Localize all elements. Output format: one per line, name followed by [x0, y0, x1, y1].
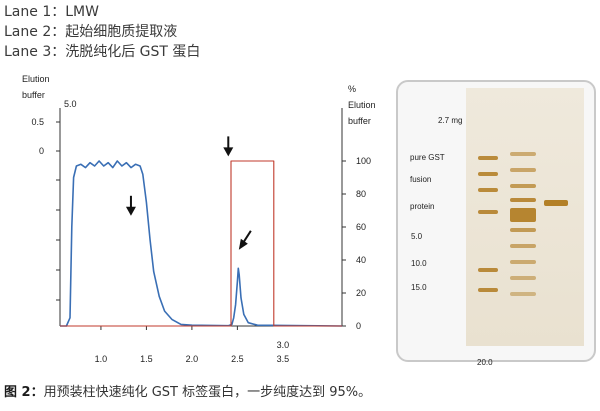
- x-axis: 1.0 1.5 2.0 2.5 3.0 3.5: [60, 325, 342, 364]
- gel-label-protein: protein: [410, 202, 435, 211]
- lane-legend: Lane 1：LMW Lane 2：起始细胞质提取液 Lane 3：洗脱纯化后 …: [4, 2, 200, 62]
- arrow-icon: [223, 136, 234, 157]
- gel-band: [510, 228, 536, 232]
- gel-band: [544, 200, 568, 206]
- arrow-head: [223, 147, 234, 157]
- uv-absorbance-line: [60, 160, 343, 327]
- gel-band: [478, 172, 498, 176]
- gel-marker-label: 10.0: [411, 259, 427, 268]
- arrow-icon: [238, 230, 252, 250]
- gel-band: [510, 184, 536, 188]
- right-axis-title: %: [348, 84, 356, 94]
- right-axis-tick-label: 100: [356, 156, 371, 166]
- gel-band: [478, 210, 498, 214]
- caption-prefix: 图 2：: [4, 385, 44, 400]
- left-axis-tick-label: 5.0: [64, 99, 77, 109]
- gel-band: [478, 156, 498, 160]
- gel-label-fusion: fusion: [410, 175, 432, 184]
- right-axis-tick-label: 60: [356, 222, 366, 232]
- gel-band: [510, 292, 536, 296]
- x-axis-tick-label: 1.5: [140, 354, 153, 364]
- right-axis-title: Elution: [348, 100, 376, 110]
- sds-page-gel: [466, 88, 584, 346]
- gel-marker-label: 20.0: [477, 358, 493, 367]
- figure-caption: 图 2：用预装柱快速纯化 GST 标签蛋白，一步纯度达到 95%。: [4, 381, 371, 400]
- gel-band: [510, 152, 536, 156]
- gel-label-pure-gst: pure GST: [410, 153, 445, 162]
- arrow-layer: [125, 136, 252, 250]
- left-axis-title: Elution: [22, 74, 50, 84]
- lane-1-label: Lane 1：LMW: [4, 4, 99, 20]
- gel-band: [478, 188, 498, 192]
- left-axis-title: buffer: [22, 90, 45, 100]
- gel-band: [510, 276, 536, 280]
- x-axis-tick-label: 3.0: [277, 340, 290, 350]
- x-axis-extra-label: 3.5: [277, 354, 290, 364]
- left-axis: Elution buffer 5.0 0.5 0: [22, 74, 77, 326]
- right-axis-tick-label: 0: [356, 321, 361, 331]
- gel-band: [510, 244, 536, 248]
- lane-2-label: Lane 2：起始细胞质提取液: [4, 24, 178, 40]
- arrow-head: [125, 206, 136, 216]
- right-axis-tick-label: 80: [356, 189, 366, 199]
- right-axis: % Elution buffer 100 80 60 40 20 0: [341, 84, 376, 331]
- elution-buffer-line: [60, 160, 342, 327]
- gel-band: [510, 260, 536, 264]
- series-layer: [60, 160, 343, 327]
- right-axis-tick-label: 20: [356, 288, 366, 298]
- right-axis-tick-label: 40: [356, 255, 366, 265]
- gel-band: [510, 198, 536, 202]
- x-axis-tick-label: 2.5: [231, 354, 244, 364]
- gel-amount-label: 2.7 mg: [438, 116, 463, 125]
- gel-marker-label: 15.0: [411, 283, 427, 292]
- gel-marker-label: 5.0: [411, 232, 423, 241]
- gel-band: [478, 288, 498, 292]
- x-axis-tick-label: 2.0: [186, 354, 199, 364]
- caption-text: 用预装柱快速纯化 GST 标签蛋白，一步纯度达到 95%。: [43, 385, 372, 400]
- arrow-icon: [125, 195, 136, 216]
- left-axis-tick-label: 0.5: [31, 117, 44, 127]
- right-axis-title: buffer: [348, 116, 371, 126]
- gel-band: [510, 168, 536, 172]
- arrow-head: [238, 238, 248, 250]
- x-axis-tick-label: 1.0: [95, 354, 108, 364]
- gel-band: [478, 268, 498, 272]
- lane-3-label: Lane 3：洗脱纯化后 GST 蛋白: [4, 44, 201, 60]
- left-axis-tick-label: 0: [39, 146, 44, 156]
- gel-band: [510, 208, 536, 222]
